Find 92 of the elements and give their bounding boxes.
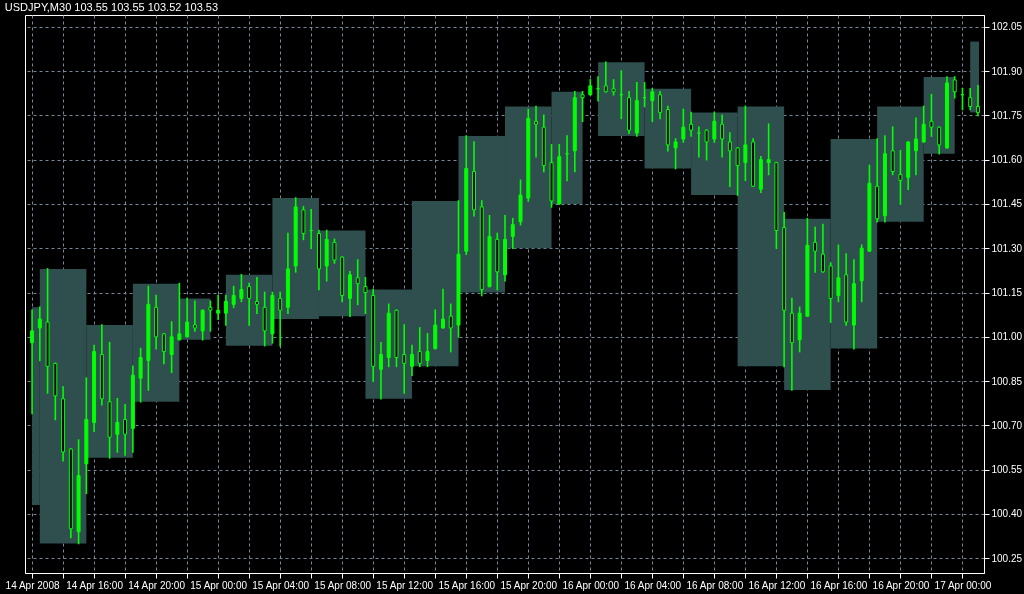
candlestick	[363, 276, 368, 314]
candlestick	[417, 327, 422, 368]
y-tick-label: 100.55	[991, 464, 1023, 476]
candlestick	[347, 271, 352, 317]
y-tick-label: 100.40	[991, 508, 1023, 520]
candlestick	[378, 341, 383, 400]
candlestick	[208, 300, 213, 332]
y-tick-label: 100.25	[991, 552, 1023, 564]
x-tick-label: 15 Apr 12:00	[376, 579, 434, 591]
candlestick	[185, 297, 190, 338]
x-tick-label: 16 Apr 00:00	[562, 579, 620, 591]
candlestick	[510, 217, 515, 250]
y-tick-label: 101.30	[991, 242, 1023, 254]
candlestick	[696, 126, 701, 158]
candlestick	[890, 126, 895, 176]
y-tick-label: 102.05	[991, 21, 1023, 33]
y-tick-label: 100.85	[991, 375, 1023, 387]
candlestick	[254, 276, 259, 314]
candlestick	[921, 105, 926, 143]
candlestick	[766, 123, 771, 176]
x-tick-label: 14 Apr 16:00	[66, 579, 124, 591]
y-tick-label: 100.70	[991, 419, 1023, 431]
candlestick	[161, 333, 166, 365]
candlestick	[169, 321, 174, 374]
candlestick	[937, 126, 942, 155]
candlestick	[262, 291, 267, 347]
candlestick	[223, 294, 228, 326]
candlestick	[929, 93, 934, 137]
candlestick	[534, 105, 539, 158]
candlestick	[301, 206, 306, 241]
x-tick-label: 17 Apr 00:00	[934, 579, 992, 591]
candlestick	[192, 300, 197, 332]
y-tick-label: 101.00	[991, 331, 1023, 343]
x-tick-label: 14 Apr 20:00	[128, 579, 186, 591]
candlestick	[813, 226, 818, 273]
candlestick	[200, 309, 205, 341]
candlestick	[177, 282, 182, 341]
candlestick	[425, 333, 430, 368]
candlestick	[820, 223, 825, 273]
candlestick	[580, 90, 585, 123]
candlestick	[913, 117, 918, 176]
x-tick-label: 16 Apr 04:00	[624, 579, 682, 591]
x-tick-label: 15 Apr 04:00	[252, 579, 310, 591]
candlestick	[247, 282, 252, 326]
candlestick	[743, 105, 748, 182]
candlestick	[689, 111, 694, 137]
candlestick	[658, 90, 663, 120]
x-tick-label: 16 Apr 12:00	[748, 579, 806, 591]
candlestick	[115, 398, 120, 453]
candlestick	[650, 88, 655, 123]
x-tick-label: 16 Apr 08:00	[686, 579, 744, 591]
x-tick-label: 14 Apr 2008	[5, 579, 60, 591]
candlestick	[30, 309, 35, 415]
x-tick-label: 16 Apr 16:00	[810, 579, 868, 591]
candlestick	[278, 291, 283, 347]
candlestick	[433, 309, 438, 350]
candlestick	[448, 303, 453, 353]
candlestick	[239, 274, 244, 303]
y-tick-label: 101.15	[991, 287, 1023, 299]
candlestick	[975, 85, 980, 117]
x-tick-label: 15 Apr 08:00	[314, 579, 372, 591]
candlestick	[603, 61, 608, 93]
candlestick	[355, 259, 360, 306]
y-tick-label: 101.45	[991, 198, 1023, 210]
candlestick	[332, 238, 337, 264]
candlestick	[231, 285, 236, 309]
candlestick	[681, 108, 686, 143]
x-tick-label: 16 Apr 20:00	[872, 579, 930, 591]
candlestick	[720, 114, 725, 158]
candlestick	[727, 132, 732, 188]
candlestick	[952, 76, 957, 99]
candlestick	[216, 294, 221, 320]
candlestick	[138, 347, 143, 403]
chart-title: USDJPY,M30 103.55 103.55 103.52 103.53	[4, 1, 219, 13]
candlestick	[37, 306, 42, 362]
y-tick-label: 101.90	[991, 65, 1023, 77]
candlestick	[673, 138, 678, 170]
candlestick	[123, 403, 128, 456]
candlestick	[898, 150, 903, 205]
y-tick-label: 101.75	[991, 109, 1023, 121]
candlestick	[440, 288, 445, 329]
candlestick	[836, 244, 841, 303]
candlestick	[402, 324, 407, 394]
x-tick-label: 15 Apr 00:00	[190, 579, 248, 591]
candlestick	[735, 147, 740, 196]
candlestick	[704, 129, 709, 161]
y-tick-label: 101.60	[991, 154, 1023, 166]
candlestick	[409, 344, 414, 376]
x-tick-label: 15 Apr 20:00	[500, 579, 558, 591]
x-tick-label: 15 Apr 16:00	[438, 579, 496, 591]
candlestick	[968, 88, 973, 111]
candlestick	[712, 111, 717, 143]
